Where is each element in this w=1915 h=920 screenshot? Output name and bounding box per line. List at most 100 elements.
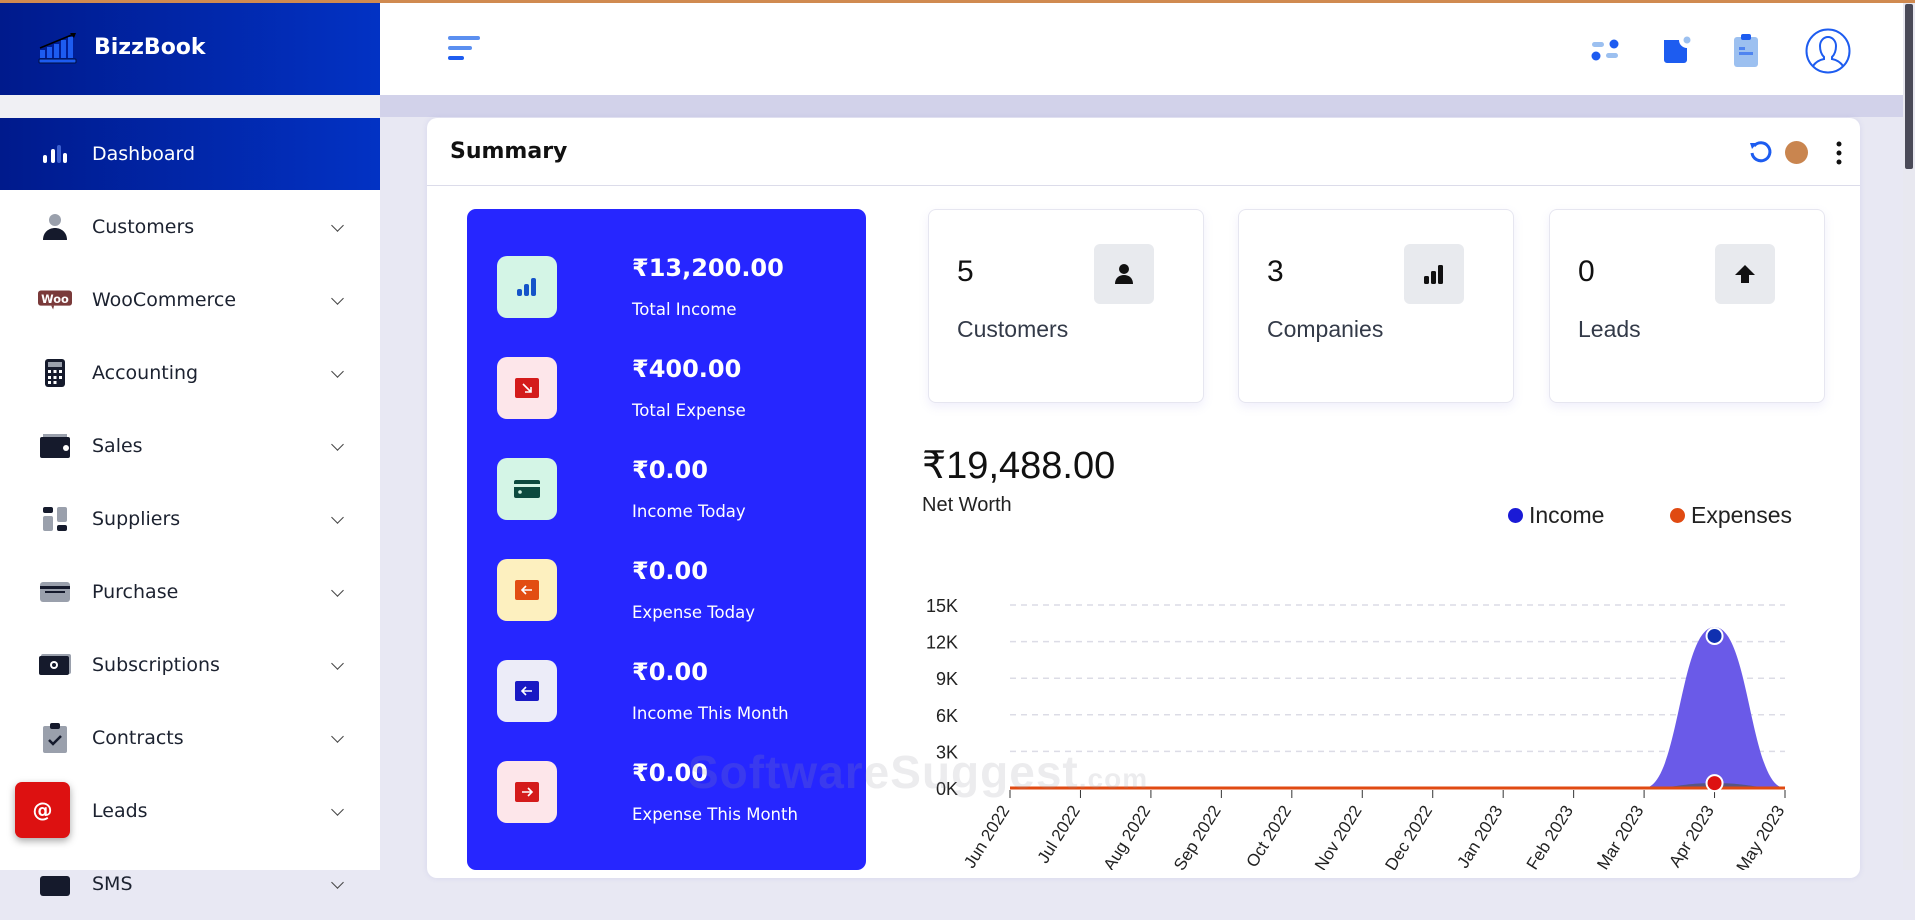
person-icon [38, 212, 72, 242]
finance-summary-panel: ₹13,200.00 Total Income ₹400.00 Total Expen… [467, 209, 866, 870]
sidebar-item-dashboard[interactable]: Dashboard [0, 118, 380, 190]
finance-row: ₹400.00 Total Expense [497, 355, 857, 427]
data-point-expenses [1705, 774, 1724, 793]
chevron-down-icon[interactable] [331, 875, 344, 889]
stat-label: Customers [957, 316, 1069, 342]
finance-label: Total Income [632, 300, 737, 319]
x-tick-label: Jan 2023 [1453, 802, 1506, 870]
stat-label: Leads [1578, 316, 1641, 342]
x-tick-label: Feb 2023 [1523, 802, 1577, 870]
legend-expenses[interactable]: Expenses [1670, 502, 1792, 529]
sidebar-item-customers[interactable]: Customers [0, 190, 380, 263]
chevron-down-icon[interactable] [331, 656, 344, 670]
app-name: BizzBook [94, 35, 206, 60]
y-tick-label: 6K [936, 706, 958, 726]
sidebar-item-subscriptions[interactable]: Subscriptions [0, 628, 380, 701]
fab-label: @ [32, 798, 53, 822]
stat-value: 3 [1267, 255, 1284, 288]
stat-card-companies[interactable]: 3 Companies [1238, 209, 1514, 403]
series-area-income [1010, 626, 1785, 788]
stat-card-customers[interactable]: 5 Customers [928, 209, 1204, 403]
chevron-down-icon[interactable] [331, 802, 344, 816]
bar-chart-icon [38, 139, 72, 169]
sidebar-item-purchase[interactable]: Purchase [0, 555, 380, 628]
finance-label: Income This Month [632, 704, 789, 723]
refresh-icon[interactable] [1748, 139, 1774, 165]
stat-value: 0 [1578, 255, 1595, 288]
calculator-icon [38, 358, 72, 388]
sidebar-item-label: Customers [92, 215, 195, 238]
sidebar-item-label: WooCommerce [92, 288, 237, 311]
arrow-left-icon [497, 660, 557, 722]
page-scrollbar[interactable] [1903, 0, 1915, 870]
finance-row: ₹0.00 Income This Month [497, 658, 857, 730]
bar-chart-icon [1404, 244, 1464, 304]
legend-income[interactable]: Income [1508, 502, 1604, 529]
finance-row: ₹0.00 Expense Today [497, 557, 857, 629]
sidebar-item-label: Suppliers [92, 507, 181, 530]
window-top-border [0, 0, 1915, 3]
sidebar-item-label: Subscriptions [92, 653, 220, 676]
arrow-up-icon [1715, 244, 1775, 304]
x-tick-label: Nov 2022 [1311, 802, 1366, 870]
arrow-right-icon [497, 761, 557, 823]
sidebar-item-sales[interactable]: Sales [0, 409, 380, 482]
app-logo[interactable]: BizzBook [0, 0, 380, 95]
chevron-down-icon[interactable] [331, 364, 344, 378]
user-avatar-icon[interactable] [1805, 28, 1851, 74]
x-tick-label: Sep 2022 [1170, 802, 1225, 870]
chevron-down-icon[interactable] [331, 437, 344, 451]
apps-icon[interactable] [1590, 38, 1620, 62]
clipboard-icon[interactable] [1733, 33, 1759, 68]
x-tick-label: Dec 2022 [1381, 802, 1436, 870]
income-expense-chart: 0K 3K 6K 9K 12K 15K Jun 2022 Jul 2022 Aug 2022 Se… [926, 596, 1789, 870]
legend-label: Expenses [1691, 502, 1793, 528]
sidebar: Dashboard Customers Woo WooCommerce Accounti… [0, 95, 380, 896]
menu-toggle-icon[interactable] [448, 36, 482, 64]
x-tick-label: Aug 2022 [1100, 802, 1155, 870]
finance-row: ₹13,200.00 Total Income [497, 254, 857, 326]
sms-icon [38, 869, 72, 899]
sidebar-item-suppliers[interactable]: Suppliers [0, 482, 380, 555]
chevron-down-icon[interactable] [331, 510, 344, 524]
y-tick-label: 15K [926, 596, 958, 616]
finance-value: ₹0.00 [632, 759, 708, 787]
x-tick-label: Jul 2022 [1034, 802, 1084, 867]
y-tick-label: 0K [936, 779, 958, 799]
summary-title: Summary [450, 139, 568, 164]
chevron-down-icon[interactable] [331, 218, 344, 232]
arrow-left-icon [497, 559, 557, 621]
stat-card-leads[interactable]: 0 Leads [1549, 209, 1825, 403]
woocommerce-icon: Woo [38, 285, 72, 315]
finance-label: Expense This Month [632, 805, 798, 824]
sidebar-item-woocommerce[interactable]: Woo WooCommerce [0, 263, 380, 336]
sidebar-item-label: Purchase [92, 580, 179, 603]
chevron-down-icon[interactable] [331, 291, 344, 305]
net-worth-label: Net Worth [922, 494, 1012, 516]
finance-label: Expense Today [632, 603, 755, 622]
net-worth-value: ₹19,488.00 [922, 445, 1116, 487]
credit-card-icon [497, 458, 557, 520]
finance-row: ₹0.00 Expense This Month [497, 759, 857, 831]
more-options-icon[interactable] [1835, 140, 1843, 166]
sidebar-item-label: Leads [92, 799, 148, 822]
wallet-icon [38, 431, 72, 461]
sidebar-item-accounting[interactable]: Accounting [0, 336, 380, 409]
sidebar-item-label: Sales [92, 434, 143, 457]
clipboard-check-icon [38, 722, 72, 753]
scrollbar-thumb[interactable] [1905, 4, 1913, 169]
legend-dot-icon [1508, 508, 1523, 523]
status-indicator [1785, 141, 1808, 164]
y-tick-label: 3K [936, 742, 958, 762]
sidebar-item-sms[interactable]: SMS [0, 847, 380, 920]
notification-icon[interactable] [1662, 36, 1692, 64]
sidebar-item-label: Accounting [92, 361, 199, 384]
y-tick-label: 9K [936, 669, 958, 689]
contact-fab-button[interactable]: @ [15, 782, 70, 838]
watermark: SoftwareSuggest.com [688, 746, 1149, 798]
x-tick-label: May 2023 [1733, 802, 1789, 870]
chevron-down-icon[interactable] [331, 583, 344, 597]
chevron-down-icon[interactable] [331, 729, 344, 743]
sidebar-item-contracts[interactable]: Contracts [0, 701, 380, 774]
grid-icon [38, 504, 72, 534]
